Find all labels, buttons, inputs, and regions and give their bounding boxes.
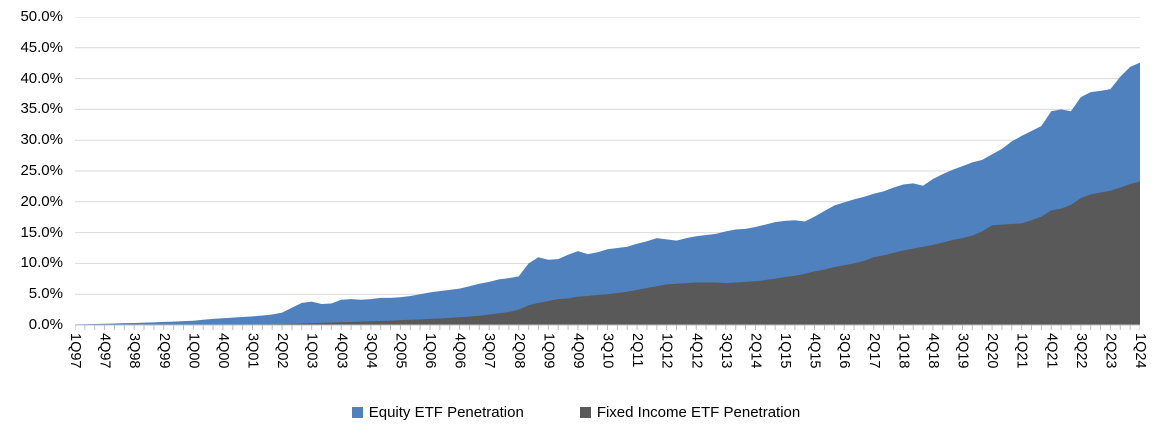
x-axis-label: 3Q98 xyxy=(126,333,143,369)
x-axis-label: 1Q21 xyxy=(1013,333,1030,369)
y-axis-label: 40.0% xyxy=(20,69,63,87)
x-axis-label: 2Q17 xyxy=(865,333,882,369)
x-axis-label: 3Q01 xyxy=(244,333,261,369)
y-axis-label: 15.0% xyxy=(20,223,63,241)
x-axis-label: 4Q03 xyxy=(333,333,350,369)
x-axis-label: 1Q24 xyxy=(1132,333,1148,369)
x-axis-label: 2Q20 xyxy=(984,333,1001,369)
plot-area xyxy=(75,17,1140,330)
fixed-income-area xyxy=(75,181,1140,325)
equity-legend-swatch xyxy=(351,406,363,418)
y-axis-label: 50.0% xyxy=(20,8,63,25)
x-axis-label: 1Q18 xyxy=(895,333,912,369)
legend-item-equity: Equity ETF Penetration xyxy=(351,403,524,421)
x-axis-label: 4Q09 xyxy=(569,333,586,369)
x-axis-label: 2Q08 xyxy=(510,333,527,369)
x-axis-label: 3Q16 xyxy=(836,333,853,369)
fixed-income-legend-label: Fixed Income ETF Penetration xyxy=(596,403,801,421)
legend: Equity ETF Penetration Fixed Income ETF … xyxy=(0,401,1152,423)
y-axis-label: 0.0% xyxy=(28,316,63,333)
x-axis-label: 1Q00 xyxy=(185,333,202,369)
y-axis-label: 25.0% xyxy=(20,162,63,179)
x-axis-label: 1Q97 xyxy=(67,333,83,369)
y-axis-label: 20.0% xyxy=(20,192,63,210)
x-axis-label: 3Q04 xyxy=(362,333,379,369)
x-axis-label: 4Q21 xyxy=(1043,333,1060,369)
x-axis-label: 1Q15 xyxy=(777,333,793,369)
equity-legend-label: Equity ETF Penetration xyxy=(368,403,524,421)
y-axis-label: 35.0% xyxy=(20,100,63,118)
x-axis-label: 2Q23 xyxy=(1102,333,1119,369)
x-axis-label: 3Q07 xyxy=(481,333,498,369)
x-axis-label: 2Q14 xyxy=(747,333,764,369)
x-axis-label: 2Q99 xyxy=(155,333,172,369)
x-axis-label: 4Q97 xyxy=(96,333,113,369)
x-axis-label: 1Q06 xyxy=(422,333,438,369)
x-axis-label: 2Q11 xyxy=(629,333,646,368)
x-axis-label: 2Q02 xyxy=(274,333,291,369)
x-axis-label: 3Q22 xyxy=(1072,333,1089,369)
y-axis-label: 5.0% xyxy=(28,285,63,303)
x-axis-label: 4Q06 xyxy=(451,333,468,369)
x-axis-label: 4Q15 xyxy=(806,333,823,369)
y-axis-label: 30.0% xyxy=(20,131,63,149)
legend-item-fixed-income: Fixed Income ETF Penetration xyxy=(579,403,801,421)
fixed-income-legend-swatch xyxy=(579,406,591,418)
x-axis-label: 1Q03 xyxy=(303,333,320,369)
x-axis-label: 1Q12 xyxy=(658,333,675,369)
x-axis-label: 4Q00 xyxy=(214,333,231,369)
x-axis-label: 4Q12 xyxy=(688,333,705,369)
x-axis-label: 4Q18 xyxy=(924,333,941,369)
x-axis-label: 1Q09 xyxy=(540,333,557,369)
y-axis-label: 10.0% xyxy=(20,254,63,272)
x-axis-label: 3Q13 xyxy=(717,333,734,369)
x-axis-label: 3Q19 xyxy=(954,333,971,369)
x-axis-label: 2Q05 xyxy=(392,333,409,369)
y-axis-label: 45.0% xyxy=(20,38,63,56)
x-axis-label: 3Q10 xyxy=(599,333,616,369)
